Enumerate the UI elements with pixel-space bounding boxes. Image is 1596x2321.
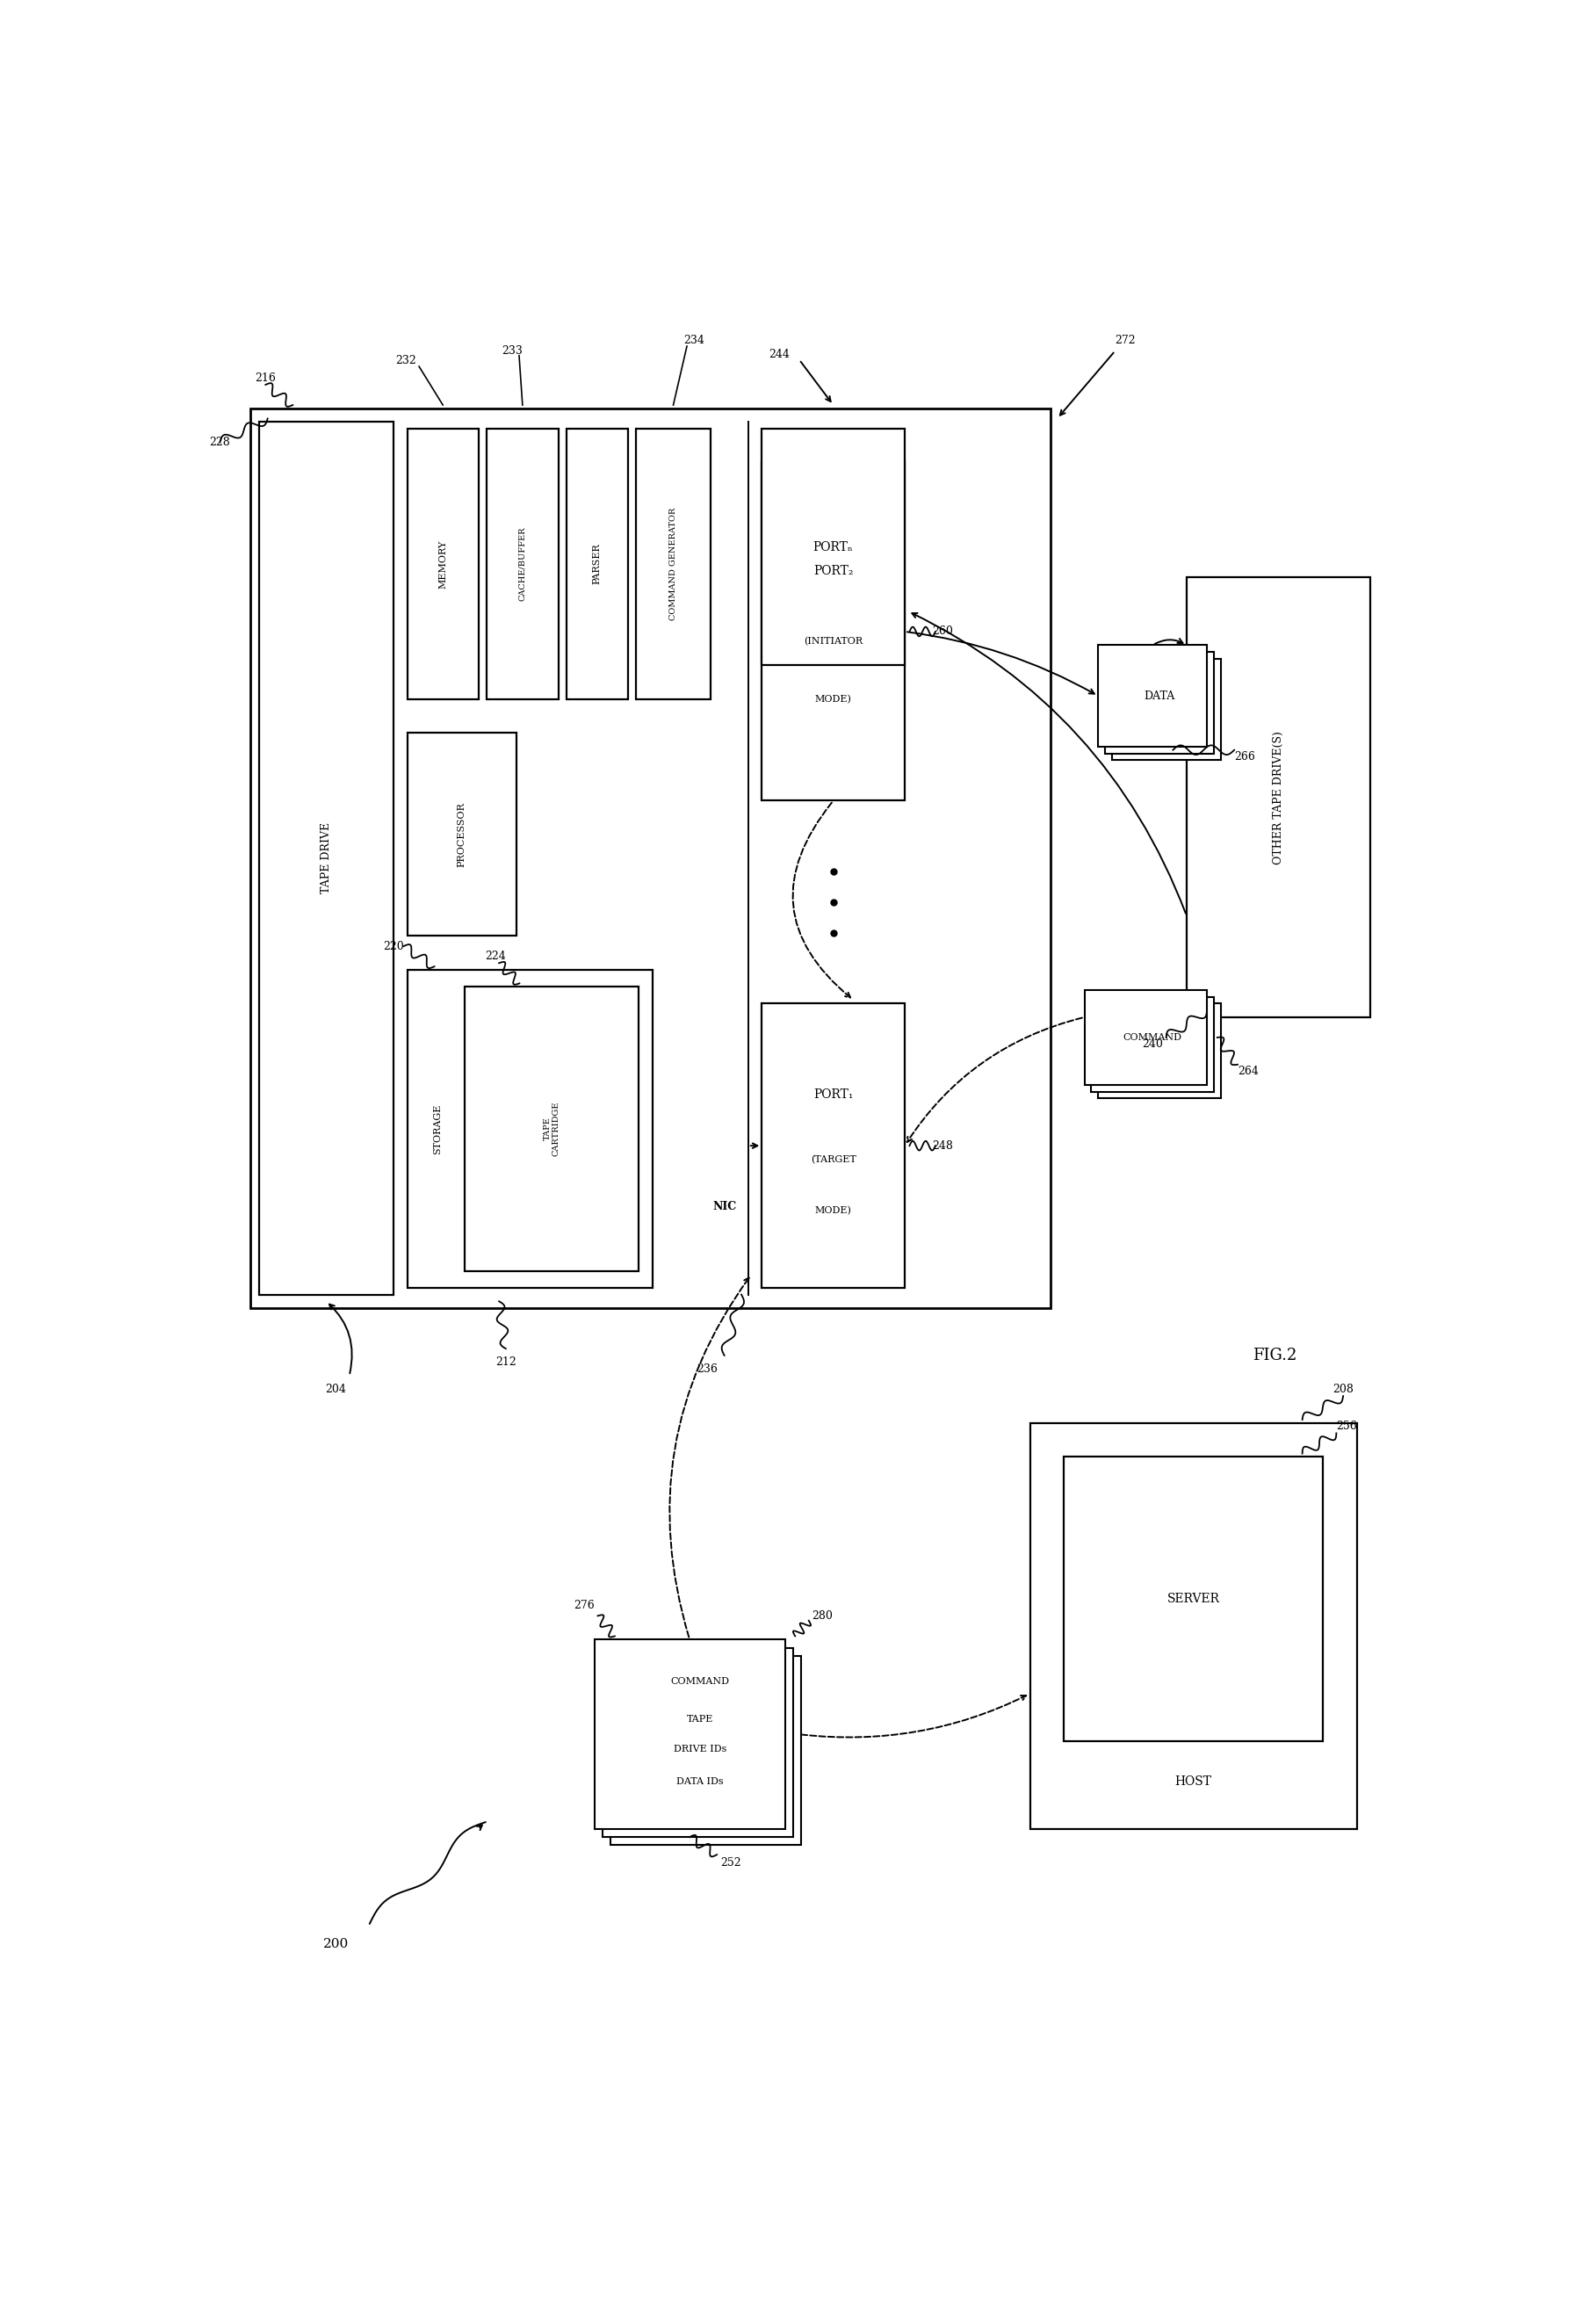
Bar [1098,645,1207,747]
Bar [635,429,710,699]
Text: 272: 272 [1116,334,1136,346]
Bar [1098,1003,1221,1098]
Bar [251,408,1050,1309]
Text: MODE): MODE) [816,694,852,703]
Text: MEMORY: MEMORY [439,541,447,587]
Text: 228: 228 [209,436,230,448]
Bar [603,1648,793,1836]
Text: COMMAND: COMMAND [670,1676,729,1685]
Text: MODE): MODE) [816,1207,852,1216]
Bar [1084,991,1207,1084]
Text: (TARGET: (TARGET [811,1156,855,1165]
Text: 232: 232 [394,355,417,367]
Text: HOST: HOST [1175,1776,1211,1787]
Bar [1092,998,1215,1091]
Text: TAPE: TAPE [686,1715,713,1725]
Bar [761,462,905,801]
Text: FIG.2: FIG.2 [1253,1349,1298,1362]
Text: PROCESSOR: PROCESSOR [456,803,466,868]
Bar [407,733,516,935]
Text: PORTₙ: PORTₙ [814,541,854,552]
Text: COMMAND: COMMAND [1124,1033,1183,1042]
Bar [611,1655,801,1845]
Text: 280: 280 [812,1611,833,1622]
Text: 220: 220 [383,940,404,952]
Text: TAPE DRIVE: TAPE DRIVE [321,822,332,894]
Text: 224: 224 [485,952,506,961]
Text: PORT₂: PORT₂ [814,564,854,578]
Text: 248: 248 [932,1140,953,1151]
Bar [464,986,638,1272]
Text: 264: 264 [1237,1065,1258,1077]
Text: 252: 252 [720,1857,741,1868]
Text: DATA: DATA [1144,689,1175,701]
Bar [1029,1423,1357,1829]
Bar [567,429,627,699]
Bar [1104,652,1215,754]
Text: DATA IDs: DATA IDs [677,1778,723,1785]
Text: COMMAND GENERATOR: COMMAND GENERATOR [669,508,677,620]
Text: 260: 260 [932,627,953,638]
Text: 200: 200 [322,1938,348,1950]
Text: DRIVE IDs: DRIVE IDs [674,1745,726,1755]
Text: 240: 240 [1143,1037,1163,1049]
Text: 236: 236 [697,1362,718,1374]
Text: 216: 216 [255,371,276,383]
Text: 204: 204 [326,1383,346,1395]
Text: NIC: NIC [712,1200,736,1212]
Bar [407,970,653,1288]
Text: CACHE/BUFFER: CACHE/BUFFER [519,527,527,601]
Text: OTHER TAPE DRIVE(S): OTHER TAPE DRIVE(S) [1272,731,1285,863]
Text: 266: 266 [1234,752,1254,764]
Text: 233: 233 [501,346,523,357]
Text: PARSER: PARSER [592,543,602,585]
Text: 256: 256 [1336,1420,1357,1432]
Text: STORAGE: STORAGE [434,1102,442,1154]
Bar [1065,1458,1323,1741]
Bar [761,429,905,666]
Text: 244: 244 [768,348,790,360]
Text: 276: 276 [573,1599,595,1611]
Bar [407,429,479,699]
Text: SERVER: SERVER [1167,1592,1219,1606]
Bar [487,429,559,699]
Text: PORT₁: PORT₁ [814,1089,854,1100]
Bar [1112,659,1221,761]
Bar [761,1003,905,1288]
Text: TAPE
CARTRIDGE: TAPE CARTRIDGE [543,1102,560,1156]
Bar [1186,578,1371,1017]
Text: 208: 208 [1333,1383,1353,1395]
Text: (INITIATOR: (INITIATOR [804,638,863,645]
Text: 212: 212 [495,1355,516,1367]
Text: 234: 234 [683,334,704,346]
Bar [594,1639,785,1829]
Bar [259,422,394,1295]
